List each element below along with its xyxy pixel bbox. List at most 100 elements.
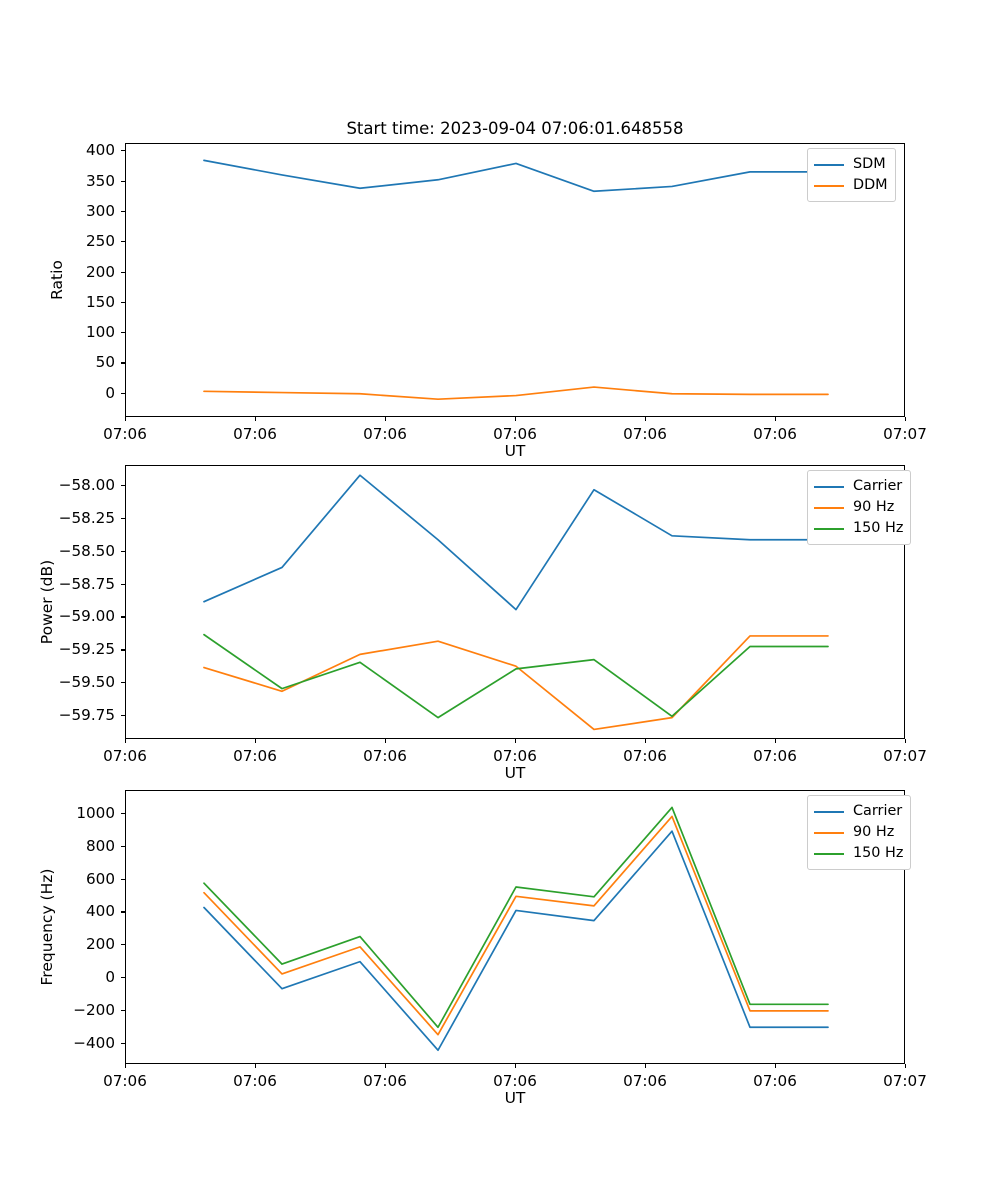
legend-entry[interactable]: 90 Hz	[814, 497, 903, 518]
y-tick-mark	[120, 180, 125, 182]
x-tick-label: 07:06	[103, 1072, 147, 1090]
plot-area-ratio	[125, 143, 905, 417]
x-tick-label: 07:06	[233, 1072, 277, 1090]
x-tick-label: 07:06	[103, 747, 147, 765]
x-tick-mark	[384, 739, 387, 744]
y-tick-mark	[120, 616, 125, 618]
legend-entry[interactable]: SDM	[814, 154, 888, 175]
legend-entry[interactable]: Carrier	[814, 476, 903, 497]
x-tick-label: 07:06	[623, 747, 667, 765]
y-axis-label-frequency: Frequency (Hz)	[38, 868, 56, 986]
y-tick-label: 600	[86, 869, 115, 888]
y-tick-label: −59.50	[58, 673, 115, 692]
legend-label: 150 Hz	[853, 520, 904, 537]
y-tick-mark	[120, 1042, 125, 1044]
x-tick-mark	[774, 739, 777, 744]
series-line-carrier	[203, 474, 829, 611]
x-tick-mark	[905, 417, 907, 422]
x-tick-mark	[644, 739, 647, 744]
y-tick-label: −59.00	[58, 607, 115, 626]
x-axis-label-power: UT	[504, 764, 526, 782]
legend-swatch-icon	[814, 163, 844, 166]
series-line-carrier	[203, 830, 829, 1052]
legend-label: DDM	[853, 177, 888, 194]
y-tick-label: −400	[73, 1033, 115, 1052]
legend-label: 90 Hz	[853, 824, 895, 841]
x-tick-label: 07:06	[363, 1072, 407, 1090]
legend-entry[interactable]: 150 Hz	[814, 843, 903, 864]
x-tick-label: 07:06	[233, 425, 277, 443]
y-tick-mark	[120, 812, 125, 815]
y-tick-label: 400	[86, 141, 115, 160]
y-tick-label: 300	[86, 201, 115, 220]
legend-label: 90 Hz	[853, 499, 895, 516]
lines-ratio	[203, 159, 829, 401]
y-tick-label: 400	[86, 902, 115, 921]
legend-swatch-icon	[814, 810, 844, 813]
y-tick-mark	[120, 682, 125, 684]
x-tick-mark	[254, 1064, 257, 1069]
x-tick-mark	[515, 739, 517, 744]
x-tick-label: 07:06	[623, 1072, 667, 1090]
legend-power[interactable]: Carrier 90 Hz 150 Hz	[807, 470, 912, 545]
x-tick-label: 07:06	[363, 425, 407, 443]
lines-power	[203, 474, 829, 731]
legend-swatch-icon	[814, 506, 844, 509]
y-tick-mark	[120, 271, 125, 273]
legend-entry[interactable]: 90 Hz	[814, 822, 903, 843]
x-tick-mark	[384, 1064, 387, 1069]
legend-swatch-icon	[814, 831, 844, 834]
legend-frequency[interactable]: Carrier 90 Hz 150 Hz	[807, 795, 912, 870]
y-tick-mark	[120, 944, 125, 946]
y-tick-label: −58.00	[58, 475, 115, 494]
series-line-sdm	[203, 159, 829, 193]
legend-label: Carrier	[853, 803, 903, 820]
y-tick-label: −200	[73, 1000, 115, 1019]
x-tick-label: 07:06	[753, 425, 797, 443]
x-tick-mark	[515, 417, 517, 422]
y-tick-label: 200	[86, 935, 115, 954]
x-tick-label: 07:06	[363, 747, 407, 765]
legend-label: Carrier	[853, 478, 903, 495]
y-tick-label: −58.50	[58, 541, 115, 560]
y-tick-label: 200	[86, 262, 115, 281]
y-tick-label: −59.75	[58, 706, 115, 725]
x-tick-label: 07:06	[753, 747, 797, 765]
x-tick-mark	[905, 739, 907, 744]
y-tick-mark	[120, 392, 125, 394]
y-tick-mark	[120, 583, 125, 585]
y-tick-mark	[120, 911, 125, 913]
y-tick-mark	[120, 332, 125, 334]
x-tick-mark	[644, 417, 647, 422]
x-tick-mark	[905, 1064, 907, 1069]
y-tick-mark	[120, 150, 125, 152]
y-tick-mark	[120, 550, 125, 552]
x-tick-label: 07:06	[233, 747, 277, 765]
legend-entry[interactable]: DDM	[814, 175, 888, 196]
y-tick-mark	[120, 484, 125, 486]
legend-entry[interactable]: Carrier	[814, 801, 903, 822]
x-tick-label: 07:06	[493, 747, 537, 765]
x-tick-label: 07:06	[493, 1072, 537, 1090]
y-tick-label: 1000	[76, 803, 115, 822]
y-tick-label: 800	[86, 836, 115, 855]
y-tick-label: 250	[86, 232, 115, 251]
y-tick-mark	[120, 715, 125, 717]
x-tick-label: 07:06	[493, 425, 537, 443]
figure-title: Start time: 2023-09-04 07:06:01.648558	[346, 119, 684, 138]
x-tick-label: 07:06	[103, 425, 147, 443]
y-tick-label: 0	[105, 383, 115, 402]
x-tick-mark	[254, 417, 257, 422]
legend-swatch-icon	[814, 852, 844, 855]
x-tick-mark	[125, 739, 127, 744]
x-tick-mark	[384, 417, 387, 422]
lines-frequency	[203, 806, 829, 1052]
legend-swatch-icon	[814, 485, 844, 488]
x-tick-label: 07:07	[883, 425, 927, 443]
y-tick-label: 150	[86, 292, 115, 311]
y-tick-mark	[120, 210, 125, 212]
y-axis-label-power: Power (dB)	[38, 559, 56, 645]
legend-ratio[interactable]: SDM DDM	[807, 148, 896, 202]
legend-entry[interactable]: 150 Hz	[814, 518, 903, 539]
